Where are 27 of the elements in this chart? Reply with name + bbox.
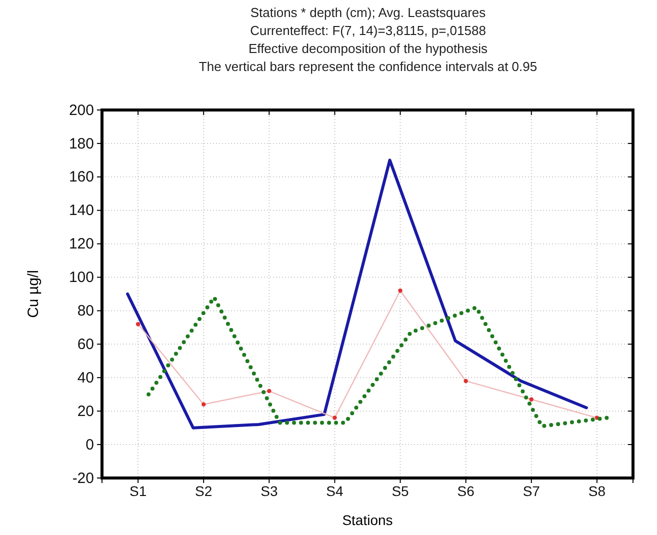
y-tick-label: 20 (77, 402, 94, 420)
y-tick-label: 200 (68, 102, 94, 119)
x-axis-title: Stations (342, 512, 393, 528)
y-tick-label: 140 (68, 202, 94, 220)
y-tick-label: 160 (68, 168, 94, 186)
chart-subtitle: Currenteffect: F(7, 14)=3,8115, p=,01588 (250, 23, 486, 38)
y-tick-label: 120 (68, 236, 94, 253)
x-tick-label: S3 (260, 482, 278, 499)
x-tick-label: S4 (326, 482, 344, 499)
y-tick-label: 80 (77, 302, 94, 320)
chart-title: Stations * depth (cm); Avg. Leastsquares (250, 5, 486, 20)
y-tick-label: 180 (68, 135, 94, 152)
x-tick-label: S5 (392, 482, 410, 499)
x-tick-label: S7 (522, 482, 540, 499)
text: Effective decomposition of the hypothesis (248, 41, 488, 56)
x-tick-label: S1 (129, 482, 147, 499)
y-axis-title: Cu µg/l (25, 270, 42, 318)
x-tick-label: S8 (588, 482, 606, 499)
x-tick-label: S6 (457, 482, 475, 499)
text: The vertical bars represent the confidence intervals at 0.95 (198, 59, 538, 74)
line-series (126, 158, 588, 430)
y-tick-label: -20 (72, 470, 94, 487)
y-tick-label: 40 (77, 369, 94, 386)
y-tick-label: 0 (86, 436, 94, 454)
y-tick-label: 60 (77, 336, 94, 353)
y-tick-label: 100 (68, 269, 94, 286)
x-tick-label: S2 (195, 482, 212, 499)
